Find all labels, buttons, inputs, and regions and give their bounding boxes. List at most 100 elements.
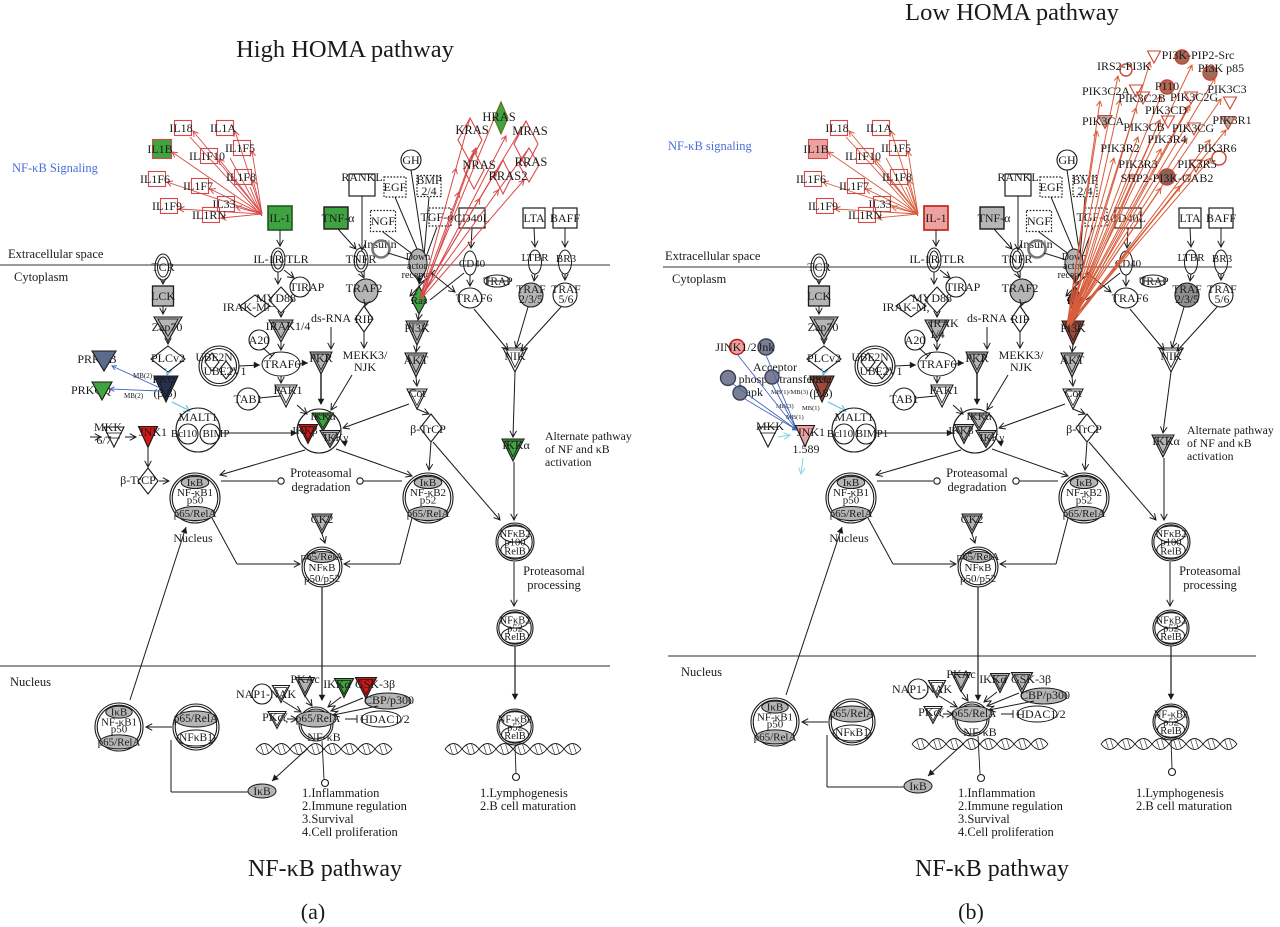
svg-text:β-TrCP: β-TrCP: [410, 422, 446, 436]
svg-text:Cot: Cot: [408, 386, 426, 400]
svg-text:RIP: RIP: [355, 312, 374, 326]
svg-text:Zap70: Zap70: [152, 320, 183, 334]
svg-text:PAK1: PAK1: [930, 383, 959, 397]
svg-text:NF-κB pathway: NF-κB pathway: [915, 856, 1069, 882]
svg-text:RelB: RelB: [504, 547, 526, 558]
svg-text:IL1F6: IL1F6: [140, 172, 170, 186]
svg-text:NF-κB2: NF-κB2: [498, 714, 532, 725]
svg-text:PI3K: PI3K: [404, 321, 430, 335]
svg-text:TCR: TCR: [807, 260, 830, 274]
svg-text:JNK1: JNK1: [139, 425, 167, 439]
svg-text:IKKα: IKKα: [310, 411, 336, 423]
svg-text:PKcζ: PKcζ: [262, 710, 288, 724]
svg-text:IKKβ: IKKβ: [292, 425, 318, 437]
svg-text:GH: GH: [1058, 153, 1076, 167]
svg-text:PIK3C3: PIK3C3: [1207, 82, 1246, 96]
svg-text:p65/RelA: p65/RelA: [830, 508, 873, 520]
svg-text:p52: p52: [507, 723, 523, 734]
svg-text:PIK3C2B: PIK3C2B: [1118, 91, 1165, 105]
svg-text:IκB: IκB: [843, 477, 860, 489]
svg-text:TNFR: TNFR: [1002, 252, 1033, 266]
svg-text:RelB: RelB: [504, 731, 526, 742]
svg-text:LTBR: LTBR: [521, 252, 549, 264]
svg-text:NFκB1: NFκB1: [179, 732, 213, 744]
svg-text:p65/RelA: p65/RelA: [296, 713, 341, 725]
svg-text:p65/RelA: p65/RelA: [301, 551, 344, 563]
svg-text:MB(1)/MB(3): MB(1)/MB(3): [771, 389, 808, 396]
svg-text:Down: Down: [406, 252, 430, 263]
svg-text:IL1F10: IL1F10: [845, 149, 881, 163]
svg-text:KRAS: KRAS: [455, 123, 488, 137]
svg-text:NIK: NIK: [1160, 349, 1182, 363]
svg-text:3.Survival: 3.Survival: [302, 812, 354, 826]
svg-text:PIK3R6: PIK3R6: [1197, 141, 1236, 155]
svg-text:Extracellular space: Extracellular space: [665, 249, 761, 263]
svg-text:MEKK3/: MEKK3/: [999, 348, 1044, 362]
svg-text:NFκB1: NFκB1: [835, 727, 869, 739]
svg-text:Down: Down: [1062, 252, 1086, 263]
svg-text:PLCv2: PLCv2: [151, 351, 185, 365]
svg-text:PIK3C2A: PIK3C2A: [1082, 84, 1130, 98]
svg-text:PKcζ: PKcζ: [918, 705, 944, 719]
svg-text:2/4: 2/4: [1077, 184, 1092, 198]
svg-text:JNK1: JNK1: [797, 425, 825, 439]
svg-text:(β,8): (β,8): [809, 386, 832, 400]
svg-text:PIK3R1: PIK3R1: [1212, 113, 1251, 127]
svg-text:A20: A20: [905, 333, 926, 347]
svg-text:TIRAP: TIRAP: [946, 280, 981, 294]
svg-text:Bcl10: Bcl10: [171, 428, 198, 440]
svg-text:p65/RelA: p65/RelA: [407, 508, 450, 520]
svg-text:BR3: BR3: [556, 253, 577, 265]
svg-text:ds-RNA: ds-RNA: [311, 311, 351, 325]
svg-text:IL-1: IL-1: [925, 211, 946, 225]
svg-text:Cot: Cot: [1064, 386, 1082, 400]
svg-text:NF-κB2: NF-κB2: [1154, 709, 1188, 720]
svg-text:1.Lymphogenesis: 1.Lymphogenesis: [1136, 786, 1224, 800]
svg-text:TNF-α: TNF-α: [322, 211, 356, 225]
svg-text:TRAF: TRAF: [516, 284, 545, 296]
svg-text:processing: processing: [1183, 578, 1237, 592]
svg-text:IKKβ: IKKβ: [948, 425, 974, 437]
svg-text:TRAP: TRAP: [1139, 276, 1168, 288]
svg-text:NFκB2: NFκB2: [500, 529, 531, 540]
svg-text:TRAP: TRAP: [483, 276, 512, 288]
svg-text:NF-κB Signaling: NF-κB Signaling: [12, 161, 99, 175]
svg-text:Proteasomal: Proteasomal: [1179, 564, 1241, 578]
svg-text:PIK3R3: PIK3R3: [1118, 157, 1157, 171]
svg-text:5/6: 5/6: [559, 294, 574, 306]
svg-text:PKC: PKC: [808, 372, 831, 386]
svg-text:2.Immune regulation: 2.Immune regulation: [302, 799, 408, 813]
svg-text:GSK-3β: GSK-3β: [1011, 672, 1051, 686]
svg-text:NF-κB1: NF-κB1: [757, 712, 793, 724]
svg-text:TRAF6: TRAF6: [920, 357, 957, 371]
svg-text:UBE2N: UBE2N: [195, 352, 233, 364]
svg-text:p52: p52: [420, 495, 437, 507]
svg-text:IL1F7: IL1F7: [183, 179, 213, 193]
svg-text:PIK3CB: PIK3CB: [1123, 120, 1164, 134]
svg-text:CBP/p300: CBP/p300: [1020, 688, 1070, 702]
svg-text:EGF: EGF: [1040, 180, 1063, 194]
svg-text:1.Lymphogenesis: 1.Lymphogenesis: [480, 786, 568, 800]
svg-text:HDAC1/2: HDAC1/2: [360, 712, 409, 726]
svg-text:LCK: LCK: [151, 289, 175, 303]
svg-text:RANKL: RANKL: [997, 170, 1038, 184]
svg-text:IL1RN: IL1RN: [848, 208, 882, 222]
svg-text:IL1A: IL1A: [866, 121, 892, 135]
svg-text:NFκB: NFκB: [965, 562, 992, 574]
svg-text:3.Survival: 3.Survival: [958, 812, 1010, 826]
svg-text:IRAK-M⊢: IRAK-M⊢: [223, 300, 277, 314]
svg-text:GSK-3β: GSK-3β: [355, 677, 395, 691]
svg-text:IRS2-PI3K: IRS2-PI3K: [1097, 59, 1151, 73]
svg-text:Nucleus: Nucleus: [10, 675, 51, 689]
svg-text:MEKK3/: MEKK3/: [343, 348, 388, 362]
svg-text:BAFF: BAFF: [550, 211, 580, 225]
svg-text:Proteasomal: Proteasomal: [946, 466, 1008, 480]
svg-text:UBE2V1: UBE2V1: [204, 366, 247, 378]
svg-text:IKKα: IKKα: [502, 438, 530, 452]
svg-text:Proteasomal: Proteasomal: [523, 564, 585, 578]
svg-text:PKR: PKR: [965, 351, 988, 365]
svg-text:Alternate pathway: Alternate pathway: [1187, 423, 1274, 437]
svg-text:PKAc: PKAc: [290, 672, 319, 686]
svg-text:TRAF2: TRAF2: [1002, 281, 1039, 295]
svg-text:MB(2): MB(2): [124, 392, 144, 400]
